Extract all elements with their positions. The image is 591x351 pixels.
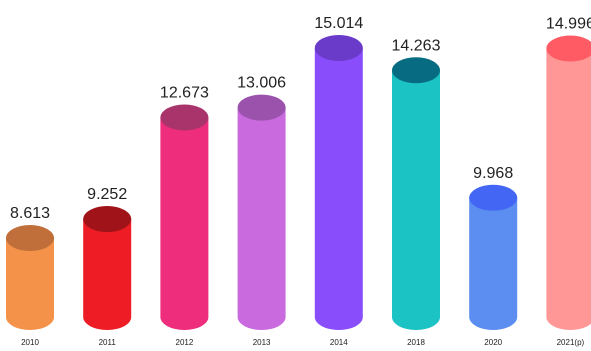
bar-body [546,48,591,330]
x-tick-labels: 2010 2011 2012 2013 2014 2018 2020 2021(p) [21,338,584,347]
bar-top [6,225,54,252]
value-label: 12.673 [160,84,209,101]
x-tick-label: 2018 [407,338,425,347]
bar-2018: 14.263 [392,37,441,330]
x-tick-label: 2014 [330,338,348,347]
x-tick-label: 2020 [484,338,502,347]
bar-body [6,238,54,330]
x-tick-label: 2021(p) [557,338,585,347]
bar-body [83,219,132,331]
bar-top [314,35,363,61]
bar-body [392,70,440,330]
bar-2012: 12.673 [160,84,209,331]
value-label: 8.613 [10,205,50,222]
value-label: 14.263 [392,37,441,54]
x-tick-label: 2012 [176,338,194,347]
bar-2010: 8.613 [6,205,54,330]
value-label: 9.968 [473,165,513,182]
bar-top [546,35,591,62]
bar-top [469,184,518,211]
bar-2021(p): 14.996 [546,16,591,330]
bar-body [237,107,286,331]
bars-group: 8.613 9.252 12.673 13.006 15.014 14.263 9.968 1… [6,15,591,331]
bar-body [314,48,363,331]
value-label: 14.996 [546,16,591,33]
bar-body [160,117,209,331]
bar-2020: 9.968 [469,165,518,331]
bar-body [469,197,518,331]
value-label: 9.252 [87,186,127,203]
bar-top [237,94,286,121]
value-label: 15.014 [314,15,363,32]
bar-top [392,57,440,84]
x-tick-label: 2013 [253,338,271,347]
x-tick-label: 2010 [21,338,39,347]
bar-2011: 9.252 [83,186,132,331]
bar-2013: 13.006 [237,75,286,331]
value-label: 13.006 [237,75,286,92]
bar-2014: 15.014 [314,15,363,331]
bar-top [83,206,132,233]
bar-top [160,104,209,131]
x-tick-label: 2011 [99,338,117,347]
